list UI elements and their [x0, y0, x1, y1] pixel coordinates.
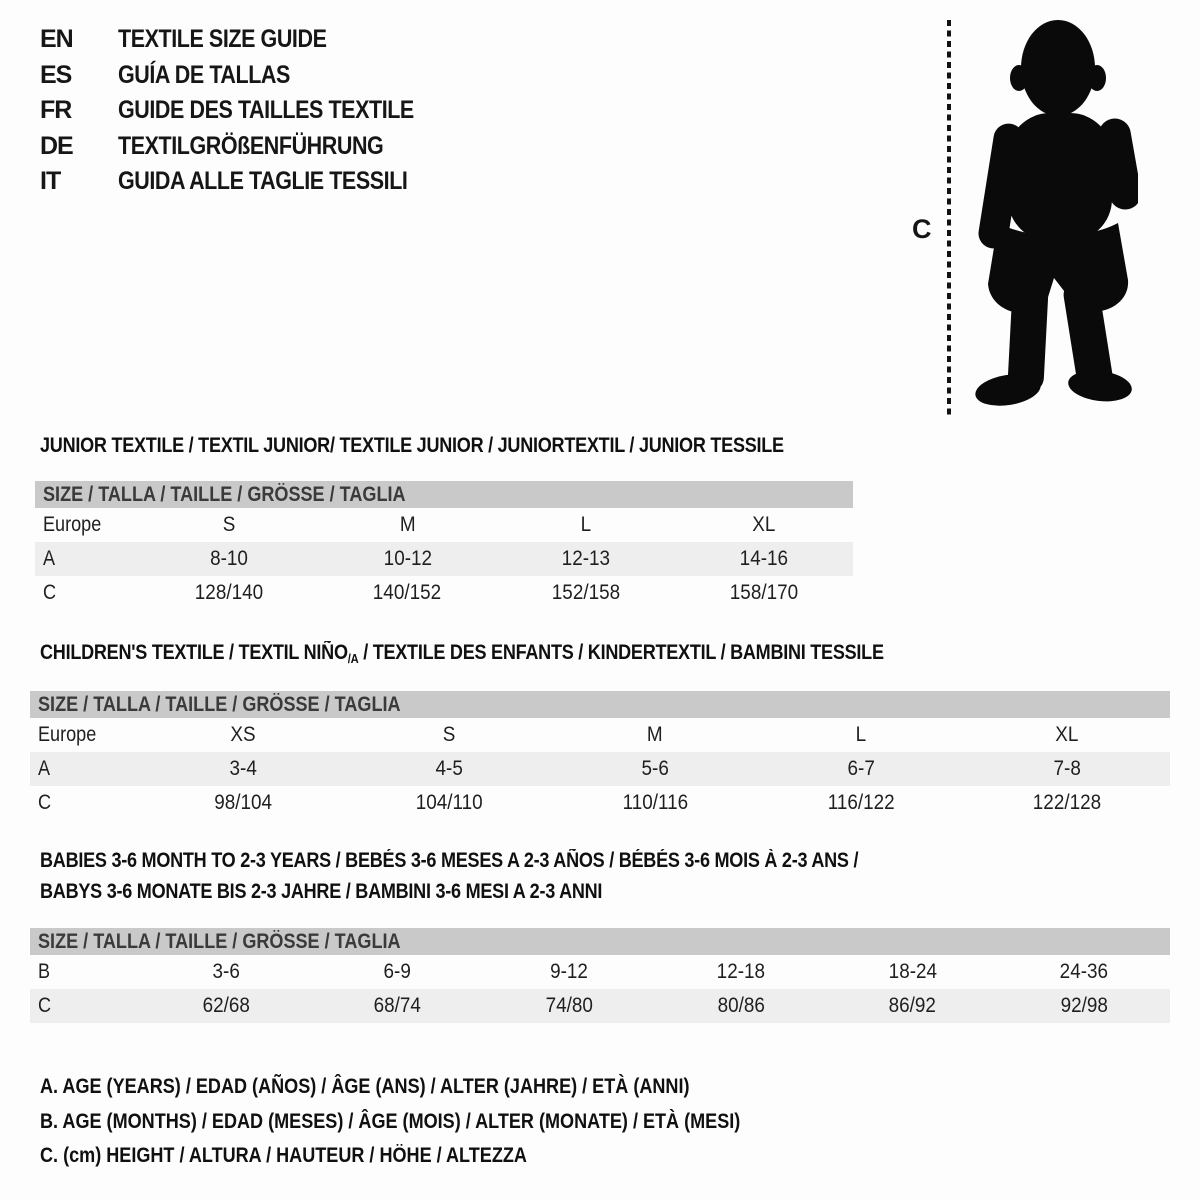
language-title: GUIDA ALLE TAGLIE TESSILI — [118, 167, 408, 196]
children-size-table: SIZE / TALLA / TAILLE / GRÖSSE / TAGLIA … — [30, 691, 1170, 820]
table-cell: 10-12 — [383, 547, 432, 570]
babies-section-title-line2: BABYS 3-6 MONATE BIS 2-3 JAHRE / BAMBINI… — [40, 880, 603, 903]
table-cell: 7-8 — [1053, 757, 1081, 780]
table-cell: XL — [752, 513, 776, 536]
language-row: EN TEXTILE SIZE GUIDE — [40, 22, 462, 58]
table-cell: M — [399, 513, 416, 536]
row-label: A — [38, 757, 51, 780]
table-cell: XS — [230, 723, 256, 746]
table-cell: L — [855, 723, 867, 746]
language-code: IT — [40, 167, 61, 196]
table-row-months: B 3-6 6-9 9-12 12-18 18-24 24-36 — [30, 955, 1170, 989]
table-row-europe: Europe S M L XL — [35, 508, 853, 542]
row-label: C — [38, 994, 52, 1017]
table-cell: 80/86 — [717, 994, 765, 1017]
table-cell: 14-16 — [739, 547, 789, 570]
table-cell: 6-7 — [847, 757, 875, 780]
language-row: FR GUIDE DES TAILLES TEXTILE — [40, 93, 462, 129]
height-measure-label: C — [912, 214, 932, 244]
table-cell: 4-5 — [435, 757, 463, 780]
table-cell: 110/116 — [622, 791, 688, 814]
table-row-height: C 98/104 104/110 110/116 116/122 122/128 — [30, 786, 1170, 820]
legend-line-a: A. AGE (YEARS) / EDAD (AÑOS) / ÂGE (ANS)… — [40, 1075, 690, 1099]
height-dashed-line — [947, 20, 951, 417]
children-section-title: CHILDREN'S TEXTILE / TEXTIL NIÑO/A / TEX… — [40, 641, 884, 666]
row-label: Europe — [38, 723, 97, 746]
table-cell: 3-6 — [212, 960, 240, 983]
table-cell: 92/98 — [1060, 994, 1108, 1017]
table-cell: S — [222, 513, 236, 536]
junior-section-title: JUNIOR TEXTILE / TEXTIL JUNIOR/ TEXTILE … — [40, 434, 784, 457]
size-header-band: SIZE / TALLA / TAILLE / GRÖSSE / TAGLIA — [30, 691, 1170, 718]
table-cell: 128/140 — [194, 581, 264, 604]
legend-line-c: C. (cm) HEIGHT / ALTURA / HAUTEUR / HÖHE… — [40, 1144, 527, 1168]
table-cell: XL — [1055, 723, 1079, 746]
size-header-band: SIZE / TALLA / TAILLE / GRÖSSE / TAGLIA — [30, 928, 1170, 955]
table-row-age: A 8-10 10-12 12-13 14-16 — [35, 542, 853, 576]
babies-size-table: SIZE / TALLA / TAILLE / GRÖSSE / TAGLIA … — [30, 928, 1170, 1023]
table-cell: 98/104 — [214, 791, 272, 814]
junior-size-table: SIZE / TALLA / TAILLE / GRÖSSE / TAGLIA … — [35, 481, 853, 610]
table-cell: 116/122 — [827, 791, 895, 814]
table-cell: 86/92 — [888, 994, 937, 1017]
table-cell: M — [647, 723, 663, 746]
language-list: EN TEXTILE SIZE GUIDE ES GUÍA DE TALLAS … — [40, 22, 462, 200]
table-row-height: C 128/140 140/152 152/158 158/170 — [35, 576, 853, 610]
table-cell: 68/74 — [373, 994, 422, 1017]
table-cell: 12-18 — [716, 960, 766, 983]
table-cell: 3-4 — [229, 757, 257, 780]
language-title: TEXTILGRÖßENFÜHRUNG — [118, 131, 384, 160]
table-cell: 62/68 — [202, 994, 250, 1017]
table-cell: 6-9 — [383, 960, 412, 983]
table-cell: 5-6 — [641, 757, 669, 780]
table-cell: 8-10 — [210, 547, 249, 570]
row-label: C — [43, 581, 57, 604]
table-cell: 104/110 — [415, 791, 483, 814]
table-row-europe: Europe XS S M L XL — [30, 718, 1170, 752]
language-row: IT GUIDA ALLE TAGLIE TESSILI — [40, 164, 462, 200]
language-title: GUÍA DE TALLAS — [118, 60, 290, 89]
table-cell: 74/80 — [545, 994, 593, 1017]
language-code: DE — [40, 131, 74, 160]
table-cell: 24-36 — [1059, 960, 1109, 983]
table-cell: 140/152 — [373, 581, 442, 604]
babies-section-title-line1: BABIES 3-6 MONTH TO 2-3 YEARS / BEBÉS 3-… — [40, 849, 859, 872]
table-cell: 18-24 — [888, 960, 937, 983]
table-row-height: C 62/68 68/74 74/80 80/86 86/92 92/98 — [30, 989, 1170, 1023]
table-row-age: A 3-4 4-5 5-6 6-7 7-8 — [30, 752, 1170, 786]
language-row: ES GUÍA DE TALLAS — [40, 58, 462, 94]
row-label: Europe — [43, 513, 102, 536]
table-cell: 12-13 — [561, 547, 610, 570]
language-title: GUIDE DES TAILLES TEXTILE — [118, 96, 414, 125]
language-code: EN — [40, 25, 74, 54]
language-row: DE TEXTILGRÖßENFÜHRUNG — [40, 129, 462, 165]
legend-line-b: B. AGE (MONTHS) / EDAD (MESES) / ÂGE (MO… — [40, 1109, 741, 1133]
toddler-silhouette-icon — [975, 20, 1138, 406]
measurement-legend: A. AGE (YEARS) / EDAD (AÑOS) / ÂGE (ANS)… — [40, 1070, 854, 1174]
size-header-band: SIZE / TALLA / TAILLE / GRÖSSE / TAGLIA — [35, 481, 853, 508]
row-label: C — [38, 791, 52, 814]
table-cell: 9-12 — [550, 960, 589, 983]
table-cell: S — [442, 723, 456, 746]
table-cell: 158/170 — [729, 581, 799, 604]
table-cell: 152/158 — [551, 581, 620, 604]
language-title: TEXTILE SIZE GUIDE — [118, 25, 327, 54]
language-code: FR — [40, 96, 72, 125]
row-label: B — [38, 960, 51, 983]
language-code: ES — [40, 60, 72, 89]
nino-a-subscript: /A — [347, 651, 359, 666]
table-cell: 122/128 — [1032, 791, 1102, 814]
table-cell: L — [580, 513, 591, 536]
row-label: A — [43, 547, 56, 570]
